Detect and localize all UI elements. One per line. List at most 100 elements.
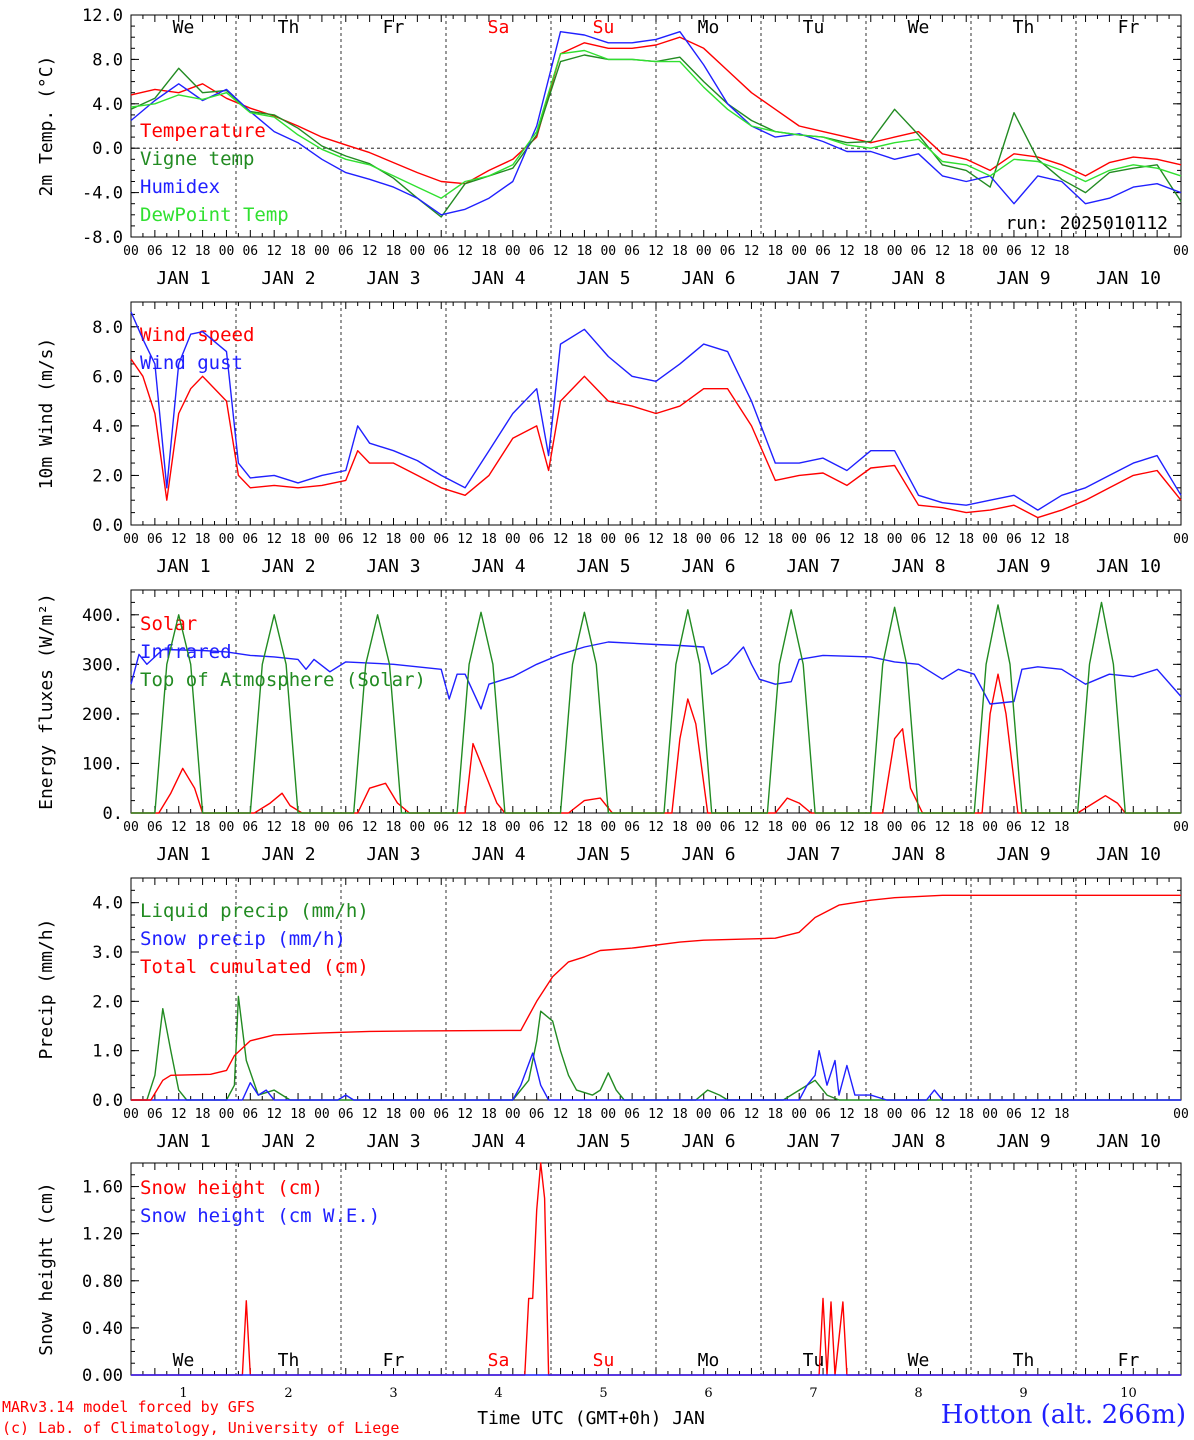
y-tick-label: 0.0 (92, 139, 123, 159)
date-label: JAN 7 (786, 1131, 840, 1152)
y-tick-label: 1.0 (92, 1042, 123, 1062)
hour-tick-label: 06 (242, 820, 258, 835)
hour-tick-label: 12 (744, 244, 760, 259)
date-label: JAN 4 (471, 1131, 525, 1152)
date-label: JAN 7 (786, 268, 840, 289)
hour-tick-label: 00 (410, 1107, 426, 1122)
hour-tick-label: 18 (195, 244, 211, 259)
hour-tick-label: 12 (935, 532, 951, 547)
date-label: JAN 3 (366, 556, 420, 577)
hour-tick-label: 12 (266, 820, 282, 835)
day-number: 10 (1120, 1386, 1137, 1401)
weekday-label: Sa (488, 1350, 510, 1371)
legend-entry: Top of Atmosphere (Solar) (140, 669, 426, 691)
hour-tick-label: 06 (529, 244, 545, 259)
hour-tick-label: 12 (266, 1107, 282, 1122)
hour-tick-label: 06 (911, 244, 927, 259)
date-label: JAN 1 (156, 844, 210, 865)
y-tick-label: 100. (82, 754, 123, 774)
hour-tick-label: 06 (242, 532, 258, 547)
hour-tick-label: 12 (362, 1107, 378, 1122)
y-axis-label: Precip (mm/h) (36, 919, 57, 1060)
weekday-label: Th (1013, 17, 1035, 38)
hour-tick-label: 00 (505, 820, 521, 835)
hour-tick-label: 00 (696, 820, 712, 835)
date-label: JAN 3 (366, 1131, 420, 1152)
hour-tick-label: 00 (314, 532, 330, 547)
hour-tick-label: 12 (266, 532, 282, 547)
y-tick-label: 3.0 (92, 943, 123, 963)
hour-tick-label: 18 (672, 244, 688, 259)
date-label: JAN 2 (261, 844, 315, 865)
y-tick-label: 8.0 (92, 50, 123, 70)
series-line-wind-gust (130, 311, 1182, 511)
panel-3: 0. 100. 200. 300. 400. Energy fluxes (W/m²) 00… (36, 589, 1189, 865)
hour-tick-label: 12 (648, 1107, 664, 1122)
series-line-dewpoint-temp (130, 49, 1182, 199)
hour-tick-label: 12 (648, 244, 664, 259)
hour-tick-label: 12 (935, 1107, 951, 1122)
day-number: 4 (494, 1386, 502, 1401)
hour-tick-label: 06 (911, 820, 927, 835)
weekday-label: Tu (803, 1350, 825, 1371)
hour-tick-label: 18 (1054, 244, 1070, 259)
hour-tick-label: 12 (553, 244, 569, 259)
weekday-label: Fr (383, 1350, 405, 1371)
date-label: JAN 9 (996, 268, 1050, 289)
legend-entry: Total cumulated (cm) (140, 956, 369, 978)
hour-tick-label: 12 (171, 244, 187, 259)
hour-tick-label: 12 (457, 1107, 473, 1122)
legend-entry: Temperature (140, 120, 266, 142)
hour-tick-label: 18 (767, 820, 783, 835)
hour-tick-label: 00 (219, 820, 235, 835)
hour-tick-label: 06 (529, 1107, 545, 1122)
y-tick-label: 2.0 (92, 466, 123, 486)
hour-tick-label: 18 (767, 1107, 783, 1122)
model-credit: MARv3.14 model forced by GFS (2, 1398, 255, 1416)
legend-entry: Solar (140, 613, 197, 635)
hour-tick-label: 12 (362, 244, 378, 259)
y-tick-label: -8.0 (82, 228, 123, 248)
series-line-humidex (130, 31, 1182, 216)
weekday-label: Mo (698, 1350, 720, 1371)
hour-tick-label: 06 (815, 532, 831, 547)
hour-tick-label: 00 (791, 820, 807, 835)
hour-tick-label: 18 (672, 1107, 688, 1122)
hour-tick-label: 18 (863, 820, 879, 835)
hour-tick-label: 00 (887, 532, 903, 547)
hour-tick-label: 18 (577, 820, 593, 835)
weekday-label: Fr (1118, 1350, 1140, 1371)
y-tick-label: -4.0 (82, 184, 123, 204)
hour-tick-label: 18 (958, 244, 974, 259)
weekday-label: We (173, 1350, 195, 1371)
hour-tick-label: 06 (433, 1107, 449, 1122)
hour-tick-label: 06 (147, 532, 163, 547)
hour-tick-label: 12 (744, 1107, 760, 1122)
hour-tick-label: 12 (744, 820, 760, 835)
hour-tick-label: 06 (624, 1107, 640, 1122)
hour-tick-label: 00 (600, 244, 616, 259)
hour-tick-label: 12 (1030, 532, 1046, 547)
weekday-label: Fr (1118, 17, 1140, 38)
hour-tick-label: 06 (529, 820, 545, 835)
hour-tick-label: 18 (672, 532, 688, 547)
hour-tick-label: 18 (386, 1107, 402, 1122)
date-label: JAN 6 (681, 556, 735, 577)
series-line-top-of-atmosphere-solar- (131, 601, 1181, 814)
run-label: run: 2025010112 (1005, 213, 1168, 234)
y-tick-label: 0.0 (92, 1091, 123, 1111)
series-line-infrared (130, 641, 1182, 710)
weekday-label: Th (1013, 1350, 1035, 1371)
hour-tick-label: 00 (887, 1107, 903, 1122)
hour-tick-label: 06 (242, 244, 258, 259)
hour-tick-label: 12 (744, 532, 760, 547)
hour-tick-label: 12 (839, 820, 855, 835)
hour-tick-label: 12 (171, 820, 187, 835)
weekday-label: Tu (803, 17, 825, 38)
panel-1: -8.0 -4.0 0.0 4.0 8.0 12.0 2m Temp. (°C) 00 06 12… (36, 6, 1189, 289)
y-axis-label: 10m Wind (m/s) (36, 338, 57, 490)
hour-tick-label: 00 (1173, 1107, 1189, 1122)
date-label: JAN 3 (366, 268, 420, 289)
legend-entry: Wind gust (140, 352, 243, 374)
